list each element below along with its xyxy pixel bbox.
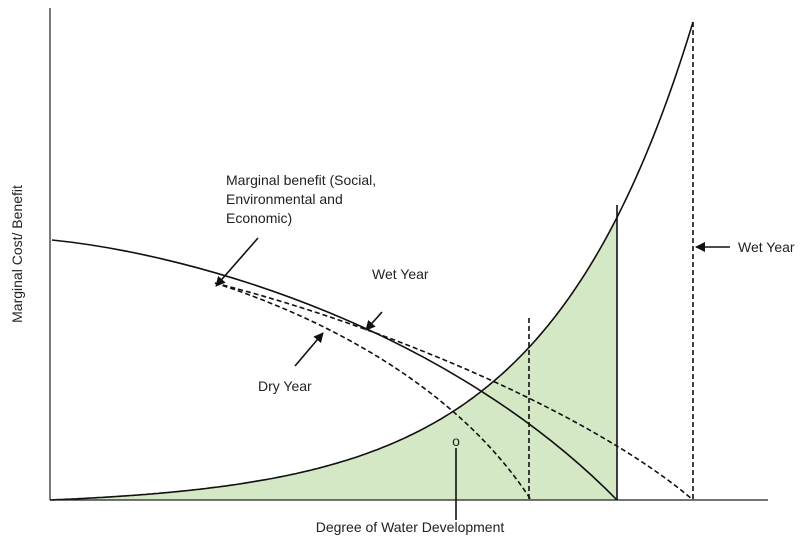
annotation: Marginal benefit (Social, xyxy=(226,172,376,188)
wet-year-curve xyxy=(214,282,694,501)
y-axis-label: Marginal Cost/ Benefit xyxy=(9,185,25,323)
arrow xyxy=(365,311,383,331)
marginal-cost-curve xyxy=(49,21,694,501)
annotation: Wet Year xyxy=(738,239,795,255)
annotation: Environmental and xyxy=(226,191,343,207)
arrow xyxy=(294,332,324,367)
x-axis-label: Degree of Water Development xyxy=(316,519,505,535)
marginal-benefit-curve xyxy=(51,239,618,501)
point-label: o xyxy=(452,433,460,449)
dry-year-curve xyxy=(214,282,532,501)
annotation: Economic) xyxy=(226,210,292,226)
cost-area xyxy=(50,217,617,500)
annotation: Wet Year xyxy=(372,266,429,282)
annotation: Dry Year xyxy=(258,378,312,394)
arrow xyxy=(215,237,259,287)
